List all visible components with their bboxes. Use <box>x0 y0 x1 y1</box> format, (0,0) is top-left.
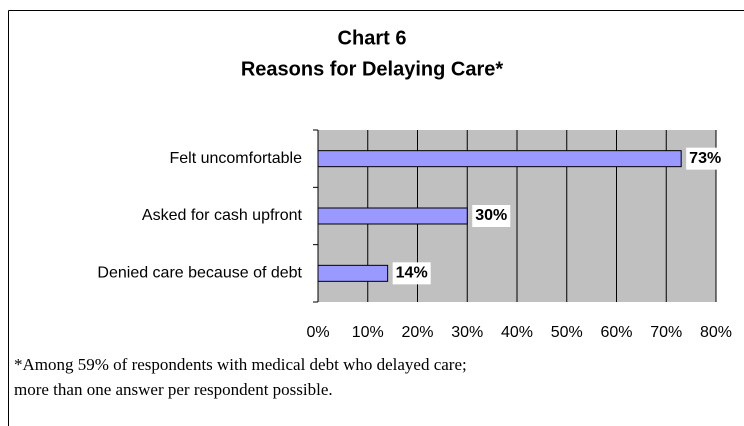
y-tick-label: Felt uncomfortable <box>169 150 302 167</box>
value-label: 30% <box>475 207 507 224</box>
x-tick-label: 20% <box>401 324 433 341</box>
value-label-bg <box>686 147 725 170</box>
value-label: 14% <box>396 265 428 282</box>
x-tick-label: 0% <box>306 324 329 341</box>
chart-title: Chart 6 <box>338 27 407 49</box>
x-tick-label: 80% <box>700 324 732 341</box>
y-tick-label: Asked for cash upfront <box>142 207 303 224</box>
footnote: more than one answer per respondent poss… <box>14 380 333 399</box>
x-tick-label: 70% <box>650 324 682 341</box>
footnote: *Among 59% of respondents with medical d… <box>14 355 467 374</box>
value-label-bg <box>392 262 431 285</box>
bar <box>317 150 682 168</box>
x-tick-label: 40% <box>501 324 533 341</box>
y-tick-label: Denied care because of debt <box>97 265 302 282</box>
bar <box>317 264 389 282</box>
value-label: 73% <box>689 150 721 167</box>
bar <box>317 207 468 225</box>
value-label-bg <box>472 205 511 227</box>
x-tick-label: 50% <box>551 324 583 341</box>
chart-subtitle: Reasons for Delaying Care* <box>241 58 504 80</box>
x-tick-label: 30% <box>451 324 483 341</box>
x-tick-label: 60% <box>600 324 632 341</box>
x-tick-label: 10% <box>352 324 384 341</box>
